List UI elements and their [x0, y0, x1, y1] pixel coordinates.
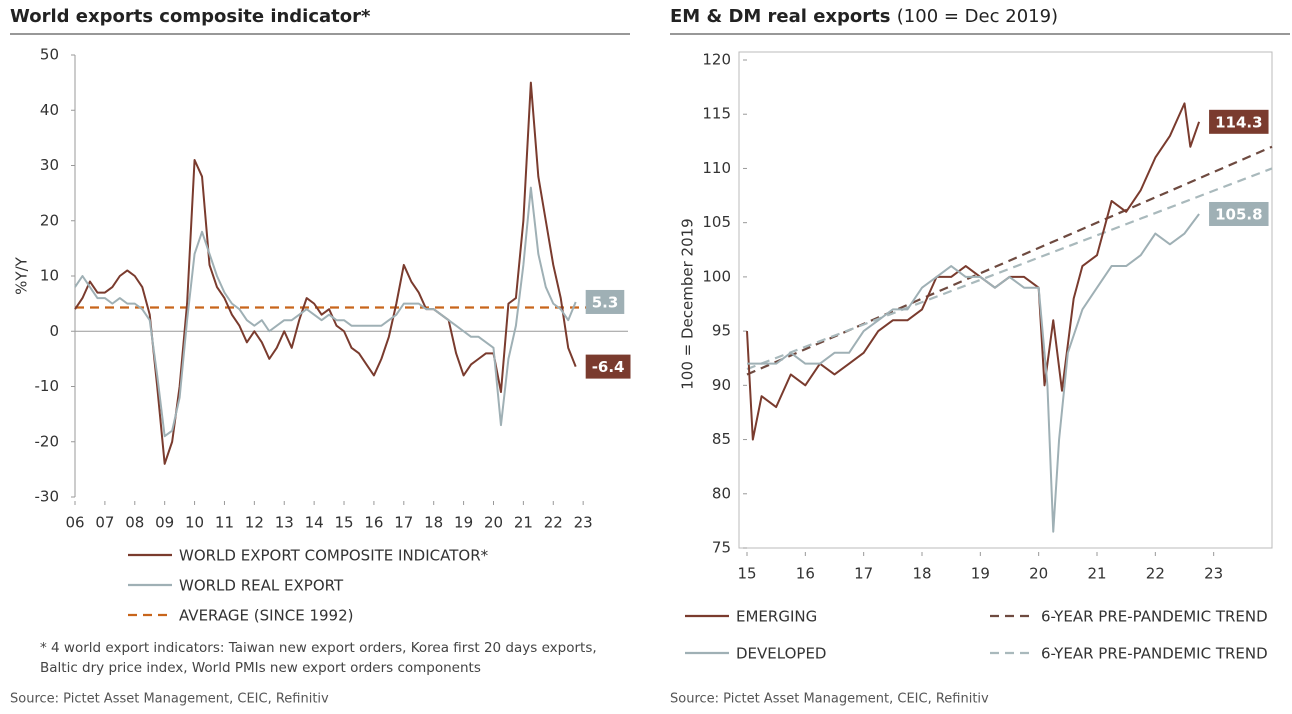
x-tick-label: 21	[514, 514, 533, 532]
y-tick-label: 50	[40, 46, 59, 64]
x-tick-label: 09	[155, 514, 174, 532]
chart-title: EM & DM real exports (100 = Dec 2019)	[670, 6, 1058, 27]
end-label-text: 5.3	[592, 293, 619, 311]
x-tick-label: 22	[544, 514, 563, 532]
x-tick-label: 15	[334, 514, 353, 532]
y-tick-label: 40	[40, 101, 59, 119]
x-tick-label: 13	[275, 514, 294, 532]
x-tick-label: 12	[245, 514, 264, 532]
x-tick-label: 18	[912, 565, 931, 583]
end-label-box	[585, 354, 631, 379]
y-axis-title: 100 = December 2019	[679, 218, 697, 389]
title: EM & DM real exports	[670, 6, 891, 27]
legend-label: DEVELOPED	[736, 645, 826, 663]
end-label-box	[585, 289, 625, 314]
x-tick-label: 21	[1087, 565, 1106, 583]
y-tick-label: -20	[35, 432, 60, 450]
footnote: Baltic dry price index, World PMIs new e…	[40, 660, 481, 676]
x-tick-label: 10	[185, 514, 204, 532]
y-tick-label: 75	[712, 539, 731, 557]
y-tick-label: 85	[712, 430, 731, 448]
x-tick-label: 18	[424, 514, 443, 532]
y-tick-label: 90	[712, 376, 731, 394]
source: Source: Pictet Asset Management, CEIC, R…	[10, 692, 329, 707]
end-label-text: -6.4	[592, 358, 625, 376]
legend-label: WORLD EXPORT COMPOSITE INDICATOR*	[179, 547, 489, 565]
y-tick-label: 115	[702, 105, 731, 123]
x-tick-label: 11	[215, 514, 234, 532]
end-label: -6.4	[585, 354, 631, 379]
x-tick-label: 08	[125, 514, 144, 532]
x-tick-label: 17	[394, 514, 413, 532]
x-tick-label: 19	[971, 565, 990, 583]
y-tick-label: 20	[40, 211, 59, 229]
y-tick-label: 95	[712, 322, 731, 340]
footnote: * 4 world export indicators: Taiwan new …	[40, 640, 597, 656]
y-tick-label: 30	[40, 156, 59, 174]
x-tick-label: 22	[1146, 565, 1165, 583]
end-label: 114.3	[1209, 109, 1269, 134]
end-label-text: 114.3	[1215, 113, 1262, 131]
y-tick-label: 10	[40, 267, 59, 285]
series-line	[746, 102, 1201, 441]
x-tick-label: 16	[364, 514, 383, 532]
chart-title: World exports composite indicator*	[10, 6, 371, 27]
x-tick-label: 06	[65, 514, 84, 532]
end-label-text: 105.8	[1215, 205, 1262, 223]
plot-frame	[738, 51, 1273, 549]
x-tick-label: 16	[796, 565, 815, 583]
y-tick-label: 100	[702, 267, 731, 285]
end-label-box	[1209, 109, 1269, 134]
end-label-box	[1209, 201, 1269, 226]
x-tick-label: 17	[854, 565, 873, 583]
series-line	[74, 186, 577, 438]
series-line	[747, 213, 1200, 533]
legend-label: 6-YEAR PRE-PANDEMIC TREND	[1041, 608, 1268, 626]
end-label: 105.8	[1209, 201, 1269, 226]
series-line	[746, 145, 1273, 376]
legend-label: WORLD REAL EXPORT	[179, 577, 344, 595]
series-line	[746, 167, 1273, 371]
x-tick-label: 23	[1204, 565, 1223, 583]
y-tick-label: 80	[712, 484, 731, 502]
y-tick-label: 110	[702, 159, 731, 177]
x-tick-label: 23	[574, 514, 593, 532]
y-tick-label: 0	[49, 322, 59, 340]
x-tick-label: 19	[454, 514, 473, 532]
y-tick-label: -10	[35, 377, 60, 395]
x-tick-label: 15	[737, 565, 756, 583]
y-tick-label: 120	[702, 51, 731, 69]
y-tick-label: -30	[35, 488, 60, 506]
x-tick-label: 14	[305, 514, 324, 532]
legend-label: AVERAGE (SINCE 1992)	[179, 607, 354, 625]
x-tick-label: 07	[95, 514, 114, 532]
subtitle: (100 = Dec 2019)	[897, 6, 1058, 27]
y-axis-title: %Y/Y	[13, 256, 31, 294]
source: Source: Pictet Asset Management, CEIC, R…	[670, 692, 989, 707]
end-label: 5.3	[585, 289, 625, 314]
legend-label: 6-YEAR PRE-PANDEMIC TREND	[1041, 645, 1268, 663]
x-tick-label: 20	[1029, 565, 1048, 583]
y-tick-label: 105	[702, 213, 731, 231]
x-tick-label: 20	[484, 514, 503, 532]
series-line	[74, 81, 577, 465]
legend-label: EMERGING	[736, 608, 817, 626]
